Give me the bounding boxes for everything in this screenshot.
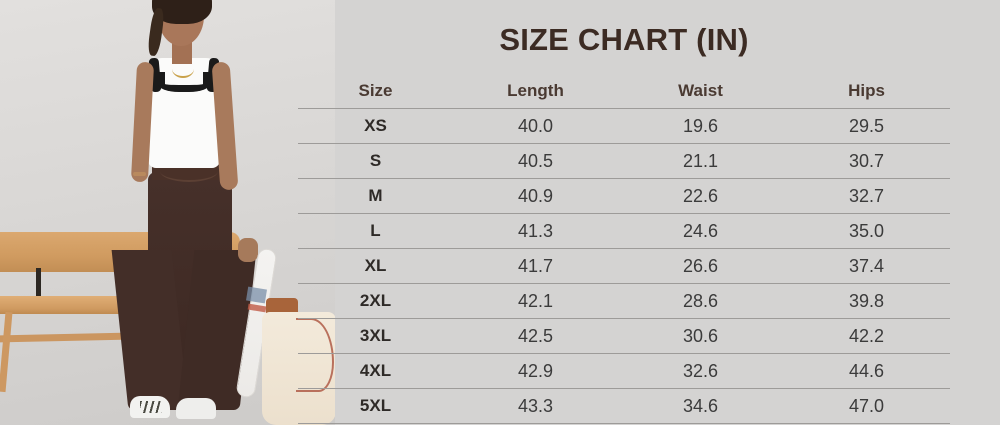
cell-hips: 35.0 (783, 213, 950, 249)
bench-post-left (36, 268, 41, 300)
cell-waist: 19.6 (618, 108, 783, 144)
table-row: XL 41.7 26.6 37.4 (298, 248, 950, 284)
cell-length: 40.0 (453, 108, 618, 144)
cell-size: S (298, 143, 453, 179)
cell-hips: 32.7 (783, 178, 950, 214)
pants-waist-vcut (160, 160, 218, 182)
cell-size: 3XL (298, 318, 453, 354)
cell-hips: 47.0 (783, 388, 950, 424)
model-shoe-right (176, 398, 216, 419)
cell-length: 40.9 (453, 178, 618, 214)
cell-waist: 28.6 (618, 283, 783, 319)
table-row: S 40.5 21.1 30.7 (298, 143, 950, 179)
column-header-size: Size (298, 76, 453, 109)
cell-waist: 34.6 (618, 388, 783, 424)
cell-hips: 44.6 (783, 353, 950, 389)
column-header-waist: Waist (618, 76, 783, 109)
cell-size: 2XL (298, 283, 453, 319)
table-row: 4XL 42.9 32.6 44.6 (298, 353, 950, 389)
cell-length: 42.5 (453, 318, 618, 354)
table-row: 2XL 42.1 28.6 39.8 (298, 283, 950, 319)
cell-length: 41.3 (453, 213, 618, 249)
size-chart-table: Size Length Waist Hips XS 40.0 19.6 29.5… (298, 76, 950, 424)
model-bracelet (133, 172, 146, 176)
table-row: L 41.3 24.6 35.0 (298, 213, 950, 249)
column-header-hips: Hips (783, 76, 950, 109)
cell-size: M (298, 178, 453, 214)
cell-hips: 29.5 (783, 108, 950, 144)
cell-hips: 42.2 (783, 318, 950, 354)
cell-waist: 30.6 (618, 318, 783, 354)
racket-cover-band (246, 286, 267, 304)
cell-waist: 24.6 (618, 213, 783, 249)
cell-waist: 22.6 (618, 178, 783, 214)
cell-length: 43.3 (453, 388, 618, 424)
tank-neckline-trim (158, 72, 210, 92)
cell-length: 41.7 (453, 248, 618, 284)
cell-hips: 30.7 (783, 143, 950, 179)
cell-size: 5XL (298, 388, 453, 424)
chart-title: SIZE CHART (IN) (499, 22, 749, 57)
table-row: 3XL 42.5 30.6 42.2 (298, 318, 950, 354)
cell-size: 4XL (298, 353, 453, 389)
cell-waist: 32.6 (618, 353, 783, 389)
shoe-stripes (140, 401, 162, 413)
table-row: XS 40.0 19.6 29.5 (298, 108, 950, 144)
cell-hips: 37.4 (783, 248, 950, 284)
table-row: M 40.9 22.6 32.7 (298, 178, 950, 214)
cell-length: 40.5 (453, 143, 618, 179)
product-photo (0, 0, 335, 425)
cell-length: 42.9 (453, 353, 618, 389)
cell-size: XS (298, 108, 453, 144)
cell-size: L (298, 213, 453, 249)
cell-waist: 21.1 (618, 143, 783, 179)
cell-length: 42.1 (453, 283, 618, 319)
cell-size: XL (298, 248, 453, 284)
cell-waist: 26.6 (618, 248, 783, 284)
cell-hips: 39.8 (783, 283, 950, 319)
table-row: 5XL 43.3 34.6 47.0 (298, 388, 950, 424)
model-necklace (172, 60, 194, 78)
model-hand-right (238, 238, 258, 262)
column-header-length: Length (453, 76, 618, 109)
table-header-row: Size Length Waist Hips (298, 76, 950, 109)
size-chart-panel: SIZE CHART (IN) Size Length Waist Hips X… (298, 0, 1000, 425)
